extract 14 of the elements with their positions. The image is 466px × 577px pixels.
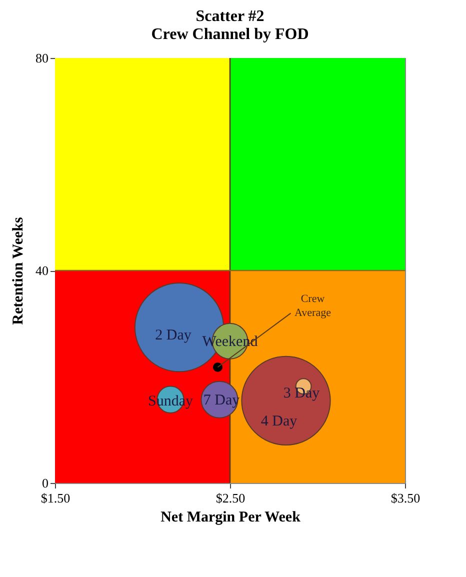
x-tick-label: $3.50 [390, 490, 420, 506]
text: Scatter #2 [196, 8, 264, 25]
y-tick-label: 80 [36, 50, 48, 66]
y-tick-label: 40 [36, 263, 48, 278]
y-tick-label: 0 [42, 476, 48, 490]
x-tick-label: $2.50 [216, 490, 246, 506]
text: Crew Channel by FOD [151, 26, 309, 43]
series-label: 3 Day [283, 385, 320, 402]
series-label: 2 Day [155, 327, 192, 344]
y-axis-title: Retention Weeks [10, 217, 26, 325]
text: Crew Average [294, 293, 332, 320]
series-label: 4 Day [260, 414, 298, 430]
x-tick-label: $1.50 [40, 490, 70, 506]
x-axis-title: Net Margin Per Week [160, 510, 302, 526]
